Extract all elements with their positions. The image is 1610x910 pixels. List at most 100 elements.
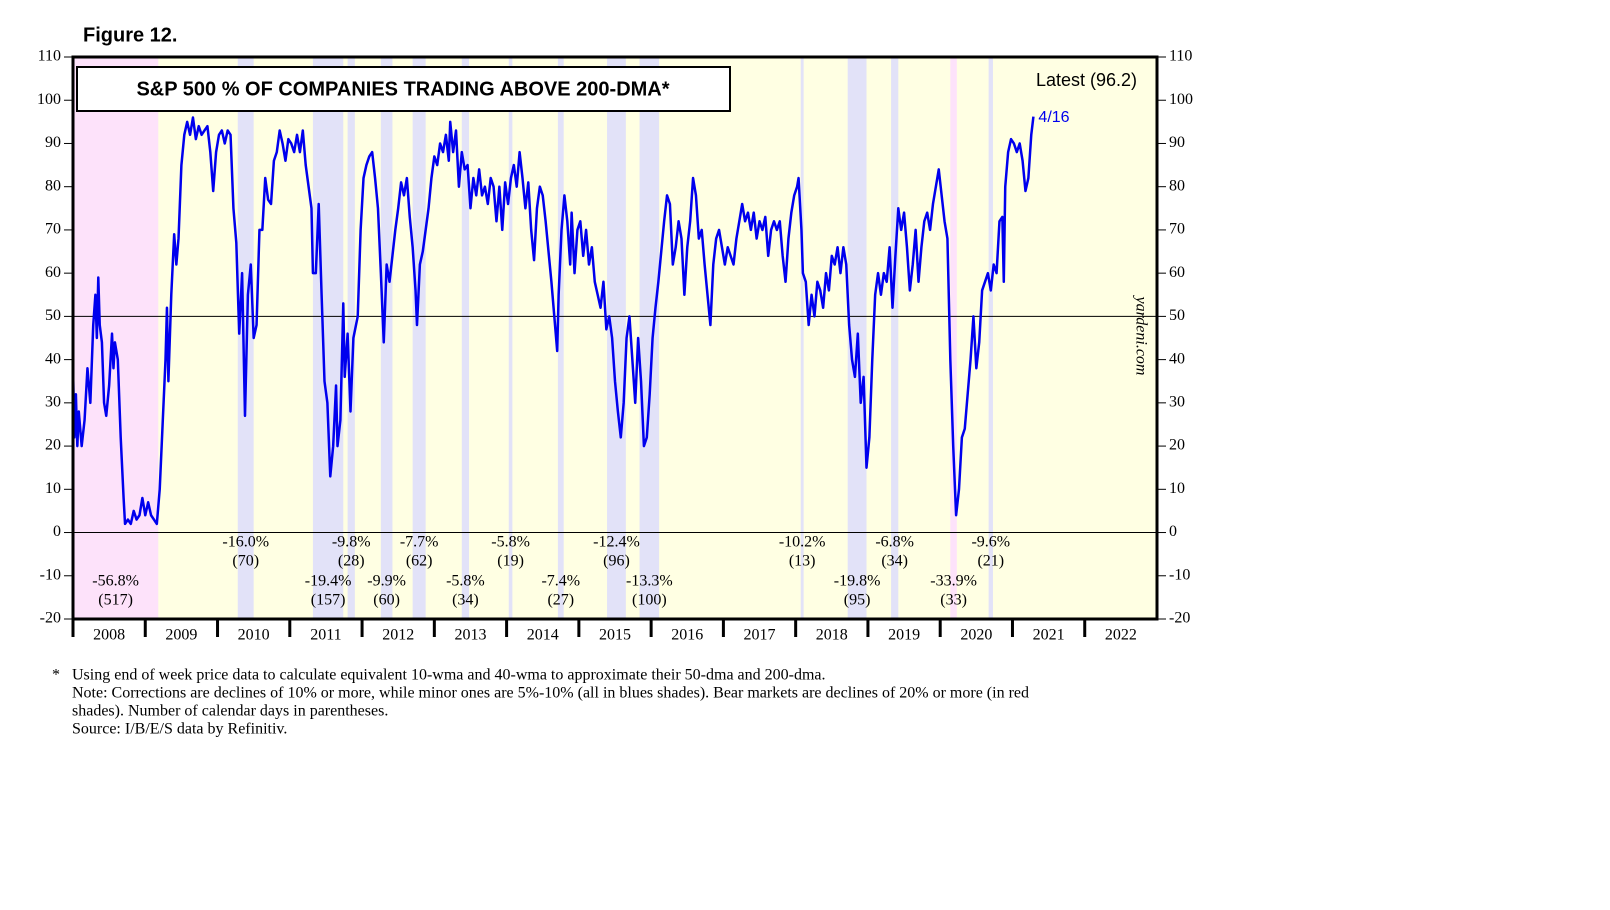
x-tick-label: 2010 [238,627,270,644]
period-change-label: -33.9% [930,573,977,590]
period-days-label: (517) [98,592,133,609]
period-days-label: (34) [452,592,479,609]
period-days-label: (60) [373,592,400,609]
y-tick-label: 60 [45,264,61,281]
x-tick-label: 2018 [816,627,848,644]
period-change-label: -5.8% [491,534,530,551]
period-days-label: (157) [311,592,346,609]
x-tick-label: 2012 [382,627,414,644]
period-shade [988,57,993,619]
y2-tick-label: 50 [1169,307,1185,324]
y-tick-label: 20 [45,437,61,454]
period-shade [950,57,957,619]
period-shade [557,57,564,619]
period-days-label: (33) [940,592,967,609]
period-shade [461,57,470,619]
period-shade [607,57,626,619]
period-change-label: -9.9% [367,573,406,590]
latest-label: Latest (96.2) [1036,70,1137,90]
x-tick-label: 2022 [1105,627,1137,644]
period-change-label: -7.7% [400,534,439,551]
background-layer [73,57,1157,619]
y2-tick-label: 70 [1169,221,1185,238]
data-line [71,116,1035,526]
x-tick-label: 2016 [671,627,703,644]
period-change-label: -16.0% [222,534,269,551]
period-change-label: -13.3% [626,573,673,590]
footnote: shades). Number of calendar days in pare… [72,703,388,720]
x-tick-label: 2013 [454,627,486,644]
period-days-label: (34) [881,553,908,570]
period-days-label: (70) [232,553,259,570]
period-change-label: -7.4% [541,573,580,590]
period-shade [380,57,393,619]
plot-frame [71,55,1159,621]
y2-tick-label: 30 [1169,394,1185,411]
period-shade [73,57,159,619]
y2-tick-label: 0 [1169,523,1177,540]
y2-tick-label: 40 [1169,350,1185,367]
y2-tick-label: 100 [1169,91,1193,108]
period-change-label: -19.8% [834,573,881,590]
y2-tick-label: -20 [1169,610,1190,627]
note-marker: * [52,667,60,684]
period-shade [891,57,899,619]
period-days-label: (28) [338,553,365,570]
footnote: Note: Corrections are declines of 10% or… [72,685,1029,702]
x-tick-label: 2014 [527,627,559,644]
period-change-label: -9.6% [971,534,1010,551]
x-tick-label: 2020 [960,627,992,644]
period-days-label: (27) [547,592,574,609]
y-tick-label: 50 [45,307,61,324]
y-tick-label: 110 [38,48,61,65]
y-tick-label: 90 [45,134,61,151]
period-shade [347,57,355,619]
period-change-label: -12.4% [593,534,640,551]
period-days-label: (19) [497,553,524,570]
period-shade [508,57,513,619]
y-tick-label: 10 [45,480,61,497]
x-tick-label: 2019 [888,627,920,644]
x-tick-label: 2009 [165,627,197,644]
footnote: Source: I/B/E/S data by Refinitiv. [72,721,287,738]
period-shade [639,57,660,619]
period-days-label: (21) [977,553,1004,570]
period-shade [800,57,804,619]
y2-tick-label: 20 [1169,437,1185,454]
y2-tick-label: -10 [1169,566,1190,583]
period-change-label: -9.8% [332,534,371,551]
y2-tick-label: 10 [1169,480,1185,497]
y-tick-label: 40 [45,350,61,367]
period-days-label: (95) [844,592,871,609]
period-change-label: -6.8% [875,534,914,551]
chart-title: S&P 500 % OF COMPANIES TRADING ABOVE 200… [136,78,669,100]
x-tick-label: 2011 [310,627,341,644]
period-days-label: (100) [632,592,667,609]
x-tick-label: 2008 [93,627,125,644]
watermark: yardeni.com [1132,295,1149,376]
period-days-label: (96) [603,553,630,570]
last-point-label: 4/16 [1038,109,1069,126]
period-days-label: (62) [406,553,433,570]
y2-tick-label: 90 [1169,134,1185,151]
y-tick-label: 30 [45,394,61,411]
period-shade [312,57,344,619]
y2-tick-label: 110 [1169,48,1192,65]
y2-tick-label: 80 [1169,177,1185,194]
period-change-label: -56.8% [92,573,139,590]
y-tick-label: 100 [37,91,61,108]
period-shade [412,57,426,619]
x-tick-label: 2017 [744,627,776,644]
marks-layer [71,116,1157,534]
y-tick-label: 80 [45,177,61,194]
overlay-layer: Figure 12. S&P 500 % OF COMPANIES TRADIN… [37,24,1193,737]
y-tick-label: -10 [40,566,61,583]
figure-label: Figure 12. [83,24,177,46]
period-change-label: -10.2% [779,534,826,551]
period-change-label: -19.4% [305,573,352,590]
period-days-label: (13) [789,553,816,570]
y-tick-label: 0 [53,523,61,540]
footnote: Using end of week price data to calculat… [72,667,826,684]
y2-tick-label: 60 [1169,264,1185,281]
